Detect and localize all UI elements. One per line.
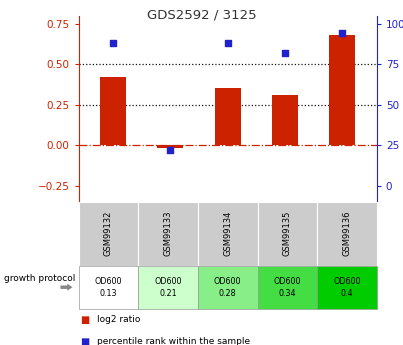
Text: GSM99134: GSM99134 — [223, 211, 232, 256]
Point — [339, 31, 346, 36]
Point — [224, 40, 231, 46]
Text: GSM99136: GSM99136 — [343, 211, 351, 256]
Point — [282, 50, 288, 56]
Bar — [330, 35, 355, 145]
Text: growth protocol: growth protocol — [4, 274, 75, 283]
Text: OD600
0.13: OD600 0.13 — [95, 277, 122, 298]
Text: log2 ratio: log2 ratio — [97, 315, 140, 324]
Text: GSM99135: GSM99135 — [283, 211, 292, 256]
Text: GSM99132: GSM99132 — [104, 211, 113, 256]
Text: ■: ■ — [81, 337, 90, 345]
Bar — [100, 77, 126, 145]
Text: GSM99133: GSM99133 — [164, 211, 172, 256]
Point — [110, 40, 116, 46]
Text: OD600
0.34: OD600 0.34 — [274, 277, 301, 298]
Bar — [272, 95, 298, 145]
Text: GDS2592 / 3125: GDS2592 / 3125 — [147, 9, 256, 22]
Bar — [215, 88, 241, 145]
Point — [167, 147, 174, 153]
Text: percentile rank within the sample: percentile rank within the sample — [97, 337, 250, 345]
Text: OD600
0.4: OD600 0.4 — [333, 277, 361, 298]
Text: OD600
0.28: OD600 0.28 — [214, 277, 241, 298]
Text: OD600
0.21: OD600 0.21 — [154, 277, 182, 298]
Text: ■: ■ — [81, 315, 90, 325]
Bar — [158, 145, 183, 148]
